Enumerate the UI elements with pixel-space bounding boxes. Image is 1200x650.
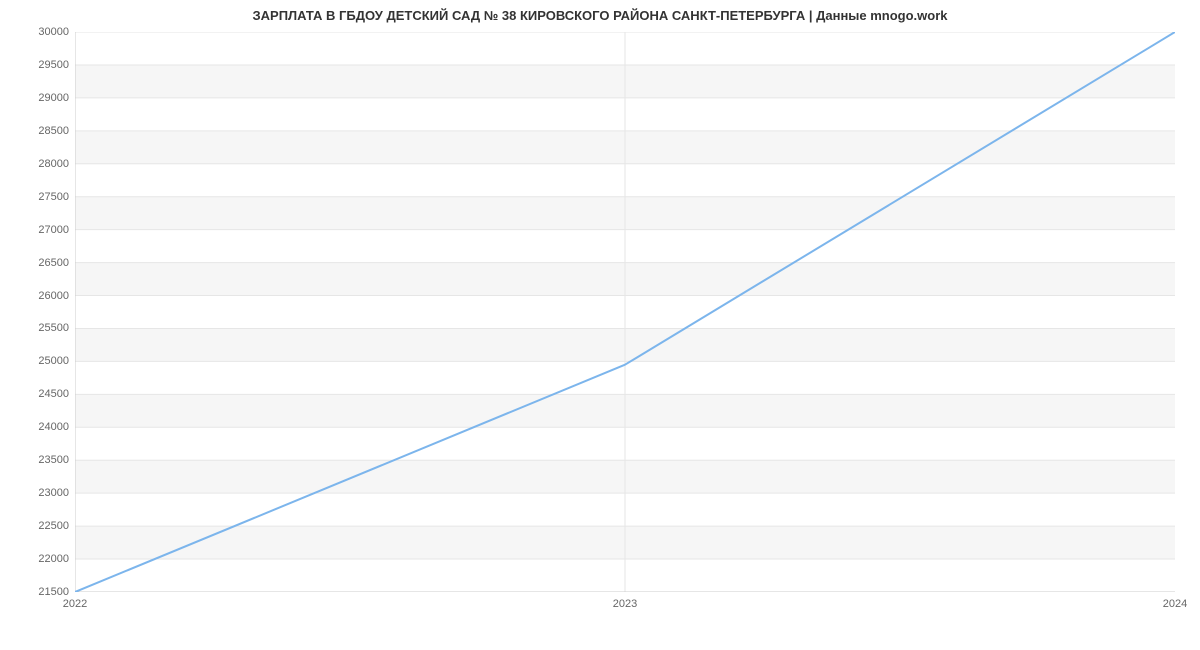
y-tick-label: 24000 bbox=[38, 421, 69, 433]
y-tick-label: 21500 bbox=[38, 586, 69, 598]
x-tick-label: 2022 bbox=[63, 598, 87, 610]
y-tick-label: 24500 bbox=[38, 388, 69, 400]
y-tick-label: 27500 bbox=[38, 191, 69, 203]
y-tick-label: 23000 bbox=[38, 487, 69, 499]
chart-svg bbox=[75, 32, 1175, 592]
y-tick-label: 29500 bbox=[38, 59, 69, 71]
y-tick-label: 26500 bbox=[38, 257, 69, 269]
y-tick-label: 25000 bbox=[38, 355, 69, 367]
y-tick-label: 23500 bbox=[38, 454, 69, 466]
y-tick-label: 22500 bbox=[38, 520, 69, 532]
y-tick-label: 26000 bbox=[38, 290, 69, 302]
y-tick-label: 28000 bbox=[38, 158, 69, 170]
x-tick-label: 2024 bbox=[1163, 598, 1187, 610]
chart-plot-area: 2150022000225002300023500240002450025000… bbox=[75, 32, 1175, 592]
y-tick-label: 29000 bbox=[38, 92, 69, 104]
y-tick-label: 22000 bbox=[38, 553, 69, 565]
y-tick-label: 27000 bbox=[38, 224, 69, 236]
x-tick-label: 2023 bbox=[613, 598, 637, 610]
y-tick-label: 28500 bbox=[38, 125, 69, 137]
y-tick-label: 25500 bbox=[38, 322, 69, 334]
y-tick-label: 30000 bbox=[38, 26, 69, 38]
chart-title: ЗАРПЛАТА В ГБДОУ ДЕТСКИЙ САД № 38 КИРОВС… bbox=[0, 0, 1200, 23]
